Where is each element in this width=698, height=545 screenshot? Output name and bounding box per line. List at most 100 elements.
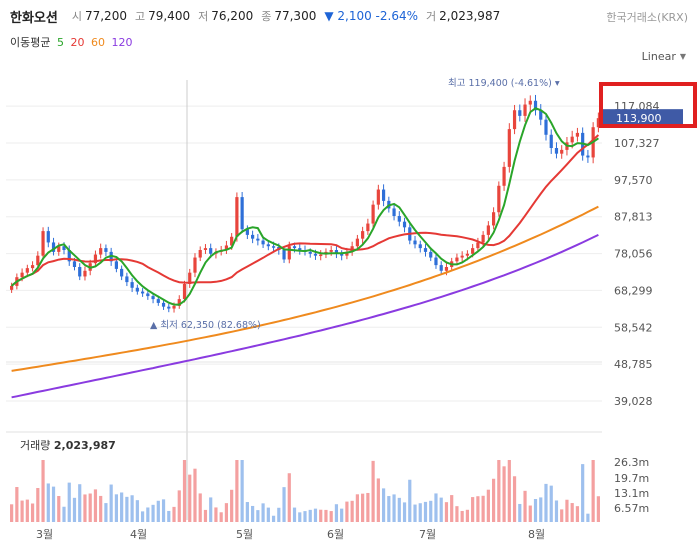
- candle-body: [156, 299, 160, 303]
- volume-bar: [172, 506, 176, 522]
- volume-bar: [387, 496, 391, 522]
- volume-bar: [25, 499, 29, 522]
- candle-body: [235, 197, 239, 237]
- close-value: 77,300: [274, 9, 317, 23]
- volume-bar: [481, 495, 485, 522]
- candle-body: [104, 248, 108, 252]
- candle-body: [292, 246, 297, 249]
- candle-body: [319, 254, 323, 257]
- volume-bar: [93, 489, 98, 522]
- candle-body: [586, 155, 590, 158]
- candle-body: [30, 265, 35, 269]
- candle-body: [198, 250, 202, 258]
- candle-body: [256, 238, 260, 241]
- volume-bar: [198, 493, 202, 522]
- open-label: 시: [71, 10, 82, 23]
- candle-body: [460, 255, 464, 258]
- volume-bar: [476, 496, 480, 522]
- candle-body: [340, 253, 344, 256]
- volume-bar: [209, 497, 213, 522]
- current-price-box: [603, 109, 683, 128]
- candle-body: [240, 197, 244, 230]
- volume-bar: [99, 495, 103, 522]
- candle-body: [486, 225, 490, 235]
- x-tick-label: 8월: [528, 528, 545, 541]
- y-tick-label: 48,785: [614, 358, 653, 371]
- ma-120-label: 120: [111, 36, 133, 49]
- volume-bar: [455, 506, 459, 522]
- candle-body: [471, 248, 475, 254]
- candle-body: [245, 229, 249, 235]
- low-label: 저: [198, 10, 209, 23]
- candle-body: [120, 268, 124, 277]
- volume-bar: [444, 502, 449, 522]
- candle-body: [397, 216, 401, 222]
- volume-bar: [512, 476, 517, 522]
- candle-body: [20, 272, 24, 278]
- volume-bar: [439, 497, 443, 522]
- volume-bar: [104, 503, 108, 522]
- candle-body: [376, 189, 380, 205]
- candle-body: [429, 251, 433, 258]
- candle-body: [313, 253, 318, 256]
- volume-bar: [581, 464, 585, 522]
- volume-bar: [51, 486, 56, 522]
- candle-body: [560, 149, 564, 154]
- open-value: 77,200: [84, 9, 127, 23]
- candle-body: [62, 246, 66, 250]
- volume-bar: [15, 487, 19, 522]
- volume-bar: [214, 507, 218, 522]
- volume-bar: [471, 497, 475, 522]
- candle-body: [67, 250, 71, 262]
- volume-bar: [88, 493, 92, 522]
- low-annotation: ▲ 최저 62,350 (82.68%): [150, 320, 261, 331]
- scale-label: Linear: [641, 50, 676, 63]
- volume-value: 2,023,987: [439, 9, 501, 23]
- volume-bar: [161, 499, 166, 522]
- candle-body: [172, 305, 176, 309]
- volume-bar: [235, 460, 239, 522]
- candle-body: [476, 242, 480, 249]
- volume-bar: [251, 505, 255, 522]
- volume-bar: [523, 490, 527, 522]
- ma-5-label: 5: [56, 36, 64, 49]
- volume-bar: [533, 499, 538, 522]
- candle-body: [544, 119, 548, 135]
- volume-bar: [303, 511, 307, 522]
- scale-dropdown[interactable]: Linear ▼: [642, 50, 686, 63]
- candle-body: [251, 234, 255, 239]
- candle-body: [523, 104, 527, 116]
- volume-tick-label: 13.1m: [614, 487, 649, 500]
- candle-body: [151, 296, 155, 300]
- candle-body: [444, 267, 449, 271]
- volume-bar: [182, 460, 187, 522]
- volume-bar: [434, 493, 438, 522]
- volume-bar: [120, 492, 124, 522]
- y-tick-label: 87,813: [614, 211, 653, 224]
- volume-bar: [277, 507, 281, 522]
- volume-bar: [392, 494, 396, 522]
- volume-tick-label: 26.3m: [614, 456, 649, 469]
- volume-bar: [450, 495, 454, 522]
- candle-body: [266, 244, 270, 247]
- volume-bar: [560, 509, 564, 522]
- candle-body: [36, 255, 40, 266]
- candle-body: [298, 248, 302, 250]
- volume-bar: [282, 487, 286, 522]
- candle-body: [188, 272, 192, 284]
- exchange-label: 한국거래소(KRX): [606, 11, 688, 24]
- candle-body: [72, 261, 77, 267]
- candle-body: [418, 244, 422, 249]
- y-tick-label: 39,028: [614, 395, 653, 408]
- volume-bar: [125, 496, 129, 522]
- price-change: ▼ 2,100 -2.64%: [324, 9, 419, 23]
- x-tick-label: 3월: [36, 528, 53, 541]
- volume-bar: [78, 484, 82, 522]
- volume-bar: [266, 507, 270, 522]
- volume-bar: [203, 509, 208, 522]
- candle-body: [230, 236, 234, 246]
- candle-body: [114, 261, 118, 269]
- stock-header: 한화오션 시 77,200 고 79,400 저 76,200 종 77,300…: [10, 6, 508, 26]
- volume-bar: [57, 496, 61, 522]
